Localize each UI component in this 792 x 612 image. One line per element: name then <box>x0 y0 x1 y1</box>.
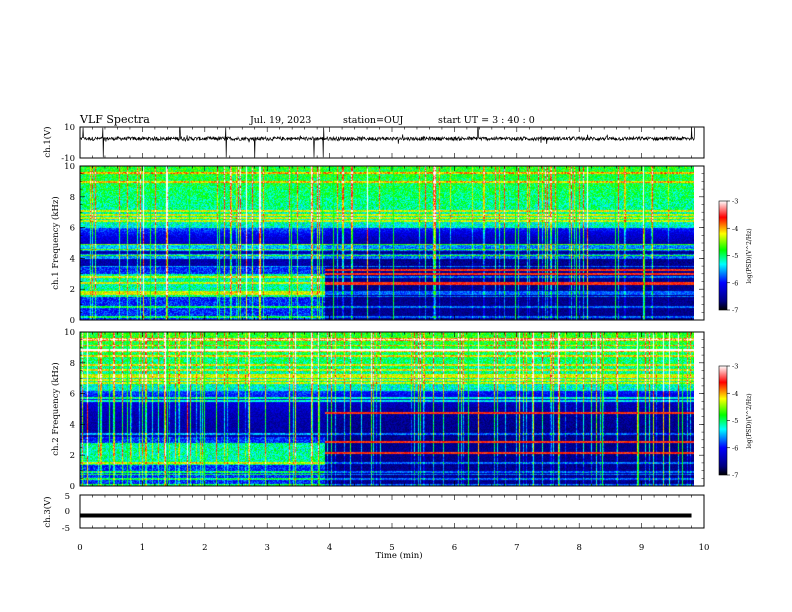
ch1-colorbar-tick: -7 <box>732 307 738 315</box>
time-axis: 0 1 2 3 4 5 6 7 8 9 10 <box>77 543 709 553</box>
ch3-ytick-bottom: -5 <box>62 524 70 534</box>
ch1-spectrogram-panel: 0 2 4 6 8 10 ch.1 Frequency (kHz) <box>50 162 705 326</box>
time-tick-label: 2 <box>202 543 207 553</box>
ch1-colorbar: -3 -4 -5 -6 -7 log(PSD)(V^2/Hz) <box>718 198 753 315</box>
time-tick-label: 6 <box>452 543 457 553</box>
ch2-freq-tick-label: 2 <box>70 451 75 461</box>
ch2-colorbar-tick: -5 <box>732 417 738 425</box>
ch1-colorbar-label: log(PSD)(V^2/Hz) <box>746 228 753 283</box>
ch1-colorbar-tick: -5 <box>732 252 738 260</box>
time-tick-label: 3 <box>264 543 269 553</box>
ch2-freq-tick-label: 4 <box>70 420 75 430</box>
ch2-colorbar-scale <box>718 365 728 476</box>
ch2-colorbar-tick: -6 <box>732 444 738 452</box>
ch1-freq-tick-label: 0 <box>70 316 75 326</box>
ch2-spectrogram-image <box>80 332 694 486</box>
ch2-colorbar-label: log(PSD)(V^2/Hz) <box>746 393 753 448</box>
ch1-waveform-panel: 10 -10 ch.1(V) <box>42 123 705 164</box>
ch2-colorbar-tick: -7 <box>732 472 738 480</box>
ch1-colorbar-tick: -3 <box>732 198 738 206</box>
ch2-spectrogram-ylabel: ch.2 Frequency (kHz) <box>50 362 61 455</box>
time-tick-label: 8 <box>576 543 581 553</box>
ch2-freq-tick-label: 8 <box>70 359 75 369</box>
ch3-ytick-middle: 0 <box>65 507 70 517</box>
ch2-freq-tick-label: 10 <box>64 328 75 338</box>
date-label: Jul. 19, 2023 <box>249 115 311 126</box>
ch3-waveform-ylabel: ch.3(V) <box>42 496 53 527</box>
time-tick-label: 9 <box>639 543 644 553</box>
time-tick-label: 10 <box>699 543 710 553</box>
ch1-spectrogram-ylabel: ch.1 Frequency (kHz) <box>50 196 61 289</box>
ch1-freq-tick-label: 8 <box>70 193 75 203</box>
ch2-spectrogram-panel: 0 2 4 6 8 10 ch.2 Frequency (kHz) <box>50 328 705 492</box>
start-time-label: start UT = 3 : 40 : 0 <box>438 115 535 126</box>
ch1-freq-tick-label: 6 <box>70 224 75 234</box>
ch2-freq-tick-label: 0 <box>70 482 75 492</box>
ch1-colorbar-tick: -6 <box>732 279 738 287</box>
ch1-ytick-top: 10 <box>64 123 75 133</box>
ch1-colorbar-scale <box>718 200 728 311</box>
ch1-spectrogram-image <box>80 166 694 320</box>
ch1-freq-tick-label: 2 <box>70 285 75 295</box>
time-tick-label: 5 <box>389 543 394 553</box>
time-tick-label: 7 <box>514 543 519 553</box>
ch1-colorbar-tick: -4 <box>732 225 738 233</box>
figure-title: VLF Spectra <box>79 113 150 126</box>
time-tick-label: 0 <box>77 543 82 553</box>
ch1-freq-tick-label: 10 <box>64 162 75 172</box>
time-tick-label: 4 <box>327 543 332 553</box>
time-tick-label: 1 <box>140 543 145 553</box>
ch2-colorbar: -3 -4 -5 -6 -7 log(PSD)(V^2/Hz) <box>718 363 753 480</box>
ch2-freq-tick-label: 6 <box>70 390 75 400</box>
station-label: station=OUJ <box>343 115 404 126</box>
ch1-waveform-ylabel: ch.1(V) <box>42 126 53 157</box>
time-axis-label: Time (min) <box>375 550 422 561</box>
ch3-waveform-panel: 5 0 -5 ch.3(V) <box>42 492 705 534</box>
ch1-waveform-trace <box>79 127 695 158</box>
ch1-freq-tick-label: 4 <box>70 254 75 264</box>
ch1-ytick-bottom: -10 <box>61 154 75 164</box>
ch2-colorbar-tick: -3 <box>732 363 738 371</box>
ch2-colorbar-tick: -4 <box>732 390 738 398</box>
ch3-ytick-top: 5 <box>65 492 70 502</box>
